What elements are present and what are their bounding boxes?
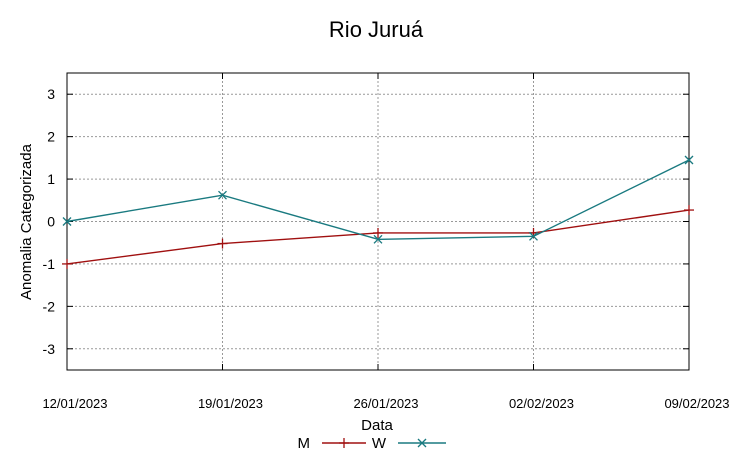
- y-axis-label: Anomalia Categorizada: [18, 143, 35, 300]
- data-point-w: [684, 155, 694, 165]
- series-line-w: [66, 159, 690, 241]
- y-tick-label: -1: [43, 256, 56, 272]
- y-tick-label: 1: [47, 171, 55, 187]
- data-point-w: [218, 190, 227, 200]
- series-lines: [62, 155, 694, 269]
- y-tick-label: 0: [47, 214, 55, 230]
- x-tick-label: 19/01/2023: [198, 396, 263, 411]
- x-axis-ticks: 12/01/2023 19/01/2023 26/01/2023 02/02/2023…: [42, 73, 730, 411]
- data-point-w: [62, 217, 72, 226]
- legend-label-m: M: [298, 435, 311, 452]
- x-tick-label: 09/02/2023: [664, 396, 729, 411]
- y-tick-label: 3: [47, 86, 55, 102]
- legend-label-w: W: [372, 435, 387, 452]
- y-tick-label: 2: [47, 129, 55, 145]
- x-axis-label: Data: [361, 417, 393, 434]
- y-tick-label: -2: [43, 298, 56, 314]
- chart-title: Rio Juruá: [329, 17, 424, 42]
- y-tick-label: -3: [43, 341, 56, 357]
- y-axis-ticks: 3 2 1 0 -1 -2 -3: [43, 86, 689, 357]
- grid: [67, 73, 689, 370]
- data-point-w: [529, 231, 538, 241]
- x-tick-label: 02/02/2023: [509, 396, 574, 411]
- legend-marker-w: [417, 438, 427, 448]
- x-tick-label: 26/01/2023: [353, 396, 418, 411]
- x-tick-label: 12/01/2023: [42, 396, 107, 411]
- data-point-w: [373, 234, 383, 244]
